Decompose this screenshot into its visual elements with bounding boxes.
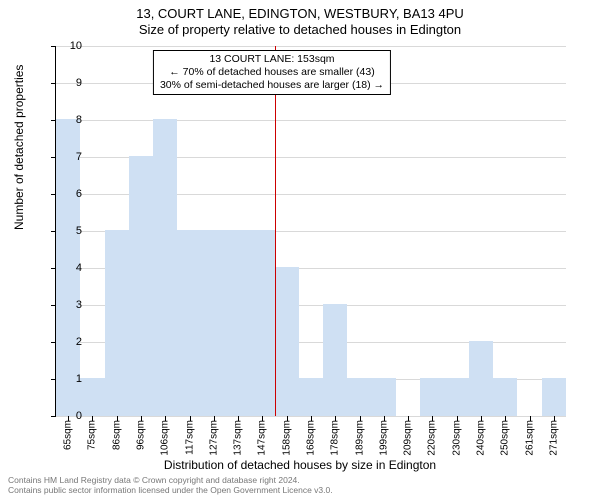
annotation-line3: 30% of semi-detached houses are larger (… [160,79,384,92]
annotation-line2: ← 70% of detached houses are smaller (43… [160,66,384,79]
ytick-label: 3 [52,299,82,311]
ytick-label: 10 [52,40,82,52]
gridline [56,46,566,47]
xtick-label: 158sqm [281,420,292,456]
xtick-label: 96sqm [136,420,147,450]
histogram-bar [177,230,201,416]
histogram-bar [299,378,323,416]
chart-title-block: 13, COURT LANE, EDINGTON, WESTBURY, BA13… [0,0,600,39]
histogram-bar [542,378,566,416]
ytick-label: 8 [52,114,82,126]
xtick-label: 240sqm [476,420,487,456]
xtick-label: 106sqm [160,420,171,456]
xtick-label: 75sqm [87,420,98,450]
marker-line [275,46,276,416]
histogram-bar [202,230,226,416]
ytick-label: 9 [52,77,82,89]
ytick-label: 4 [52,262,82,274]
histogram-bar [323,304,347,416]
histogram-bar [445,378,469,416]
histogram-bar [372,378,396,416]
xtick-label: 65sqm [63,420,74,450]
ytick-label: 0 [52,410,82,422]
ytick-label: 7 [52,151,82,163]
xtick-label: 147sqm [257,420,268,456]
xtick-label: 117sqm [184,420,195,455]
ytick-label: 1 [52,373,82,385]
histogram-bar [493,378,517,416]
xtick-label: 271sqm [548,420,559,456]
histogram-bar [105,230,129,416]
histogram-bar [129,156,153,416]
xtick-label: 178sqm [330,420,341,456]
title-line-1: 13, COURT LANE, EDINGTON, WESTBURY, BA13… [0,6,600,22]
ytick-label: 2 [52,336,82,348]
xtick-label: 127sqm [208,420,219,456]
xtick-label: 86sqm [111,420,122,450]
xtick-label: 250sqm [500,420,511,456]
footer-attribution: Contains HM Land Registry data © Crown c… [8,476,333,496]
gridline [56,120,566,121]
annotation-line1: 13 COURT LANE: 153sqm [160,53,384,66]
ytick-label: 6 [52,188,82,200]
histogram-bar [250,230,274,416]
xtick-label: 189sqm [354,420,365,456]
xtick-label: 137sqm [233,420,244,456]
xtick-label: 230sqm [451,420,462,456]
histogram-bar [153,119,177,416]
histogram-bar [275,267,299,416]
footer-line-2: Contains public sector information licen… [8,486,333,496]
xtick-label: 261sqm [524,420,535,456]
annotation-box: 13 COURT LANE: 153sqm← 70% of detached h… [153,50,391,95]
ytick-label: 5 [52,225,82,237]
xtick-label: 220sqm [427,420,438,456]
xtick-label: 209sqm [403,420,414,456]
x-axis-title: Distribution of detached houses by size … [0,458,600,472]
histogram-bar [420,378,444,416]
xtick-label: 168sqm [306,420,317,456]
chart-plot-area: 65sqm75sqm86sqm96sqm106sqm117sqm127sqm13… [55,46,566,417]
histogram-bar [80,378,104,416]
title-line-2: Size of property relative to detached ho… [0,22,600,38]
histogram-bar [347,378,371,416]
xtick-label: 199sqm [378,420,389,456]
y-axis-title: Number of detached properties [12,65,26,230]
histogram-bar [469,341,493,416]
histogram-bar [226,230,250,416]
